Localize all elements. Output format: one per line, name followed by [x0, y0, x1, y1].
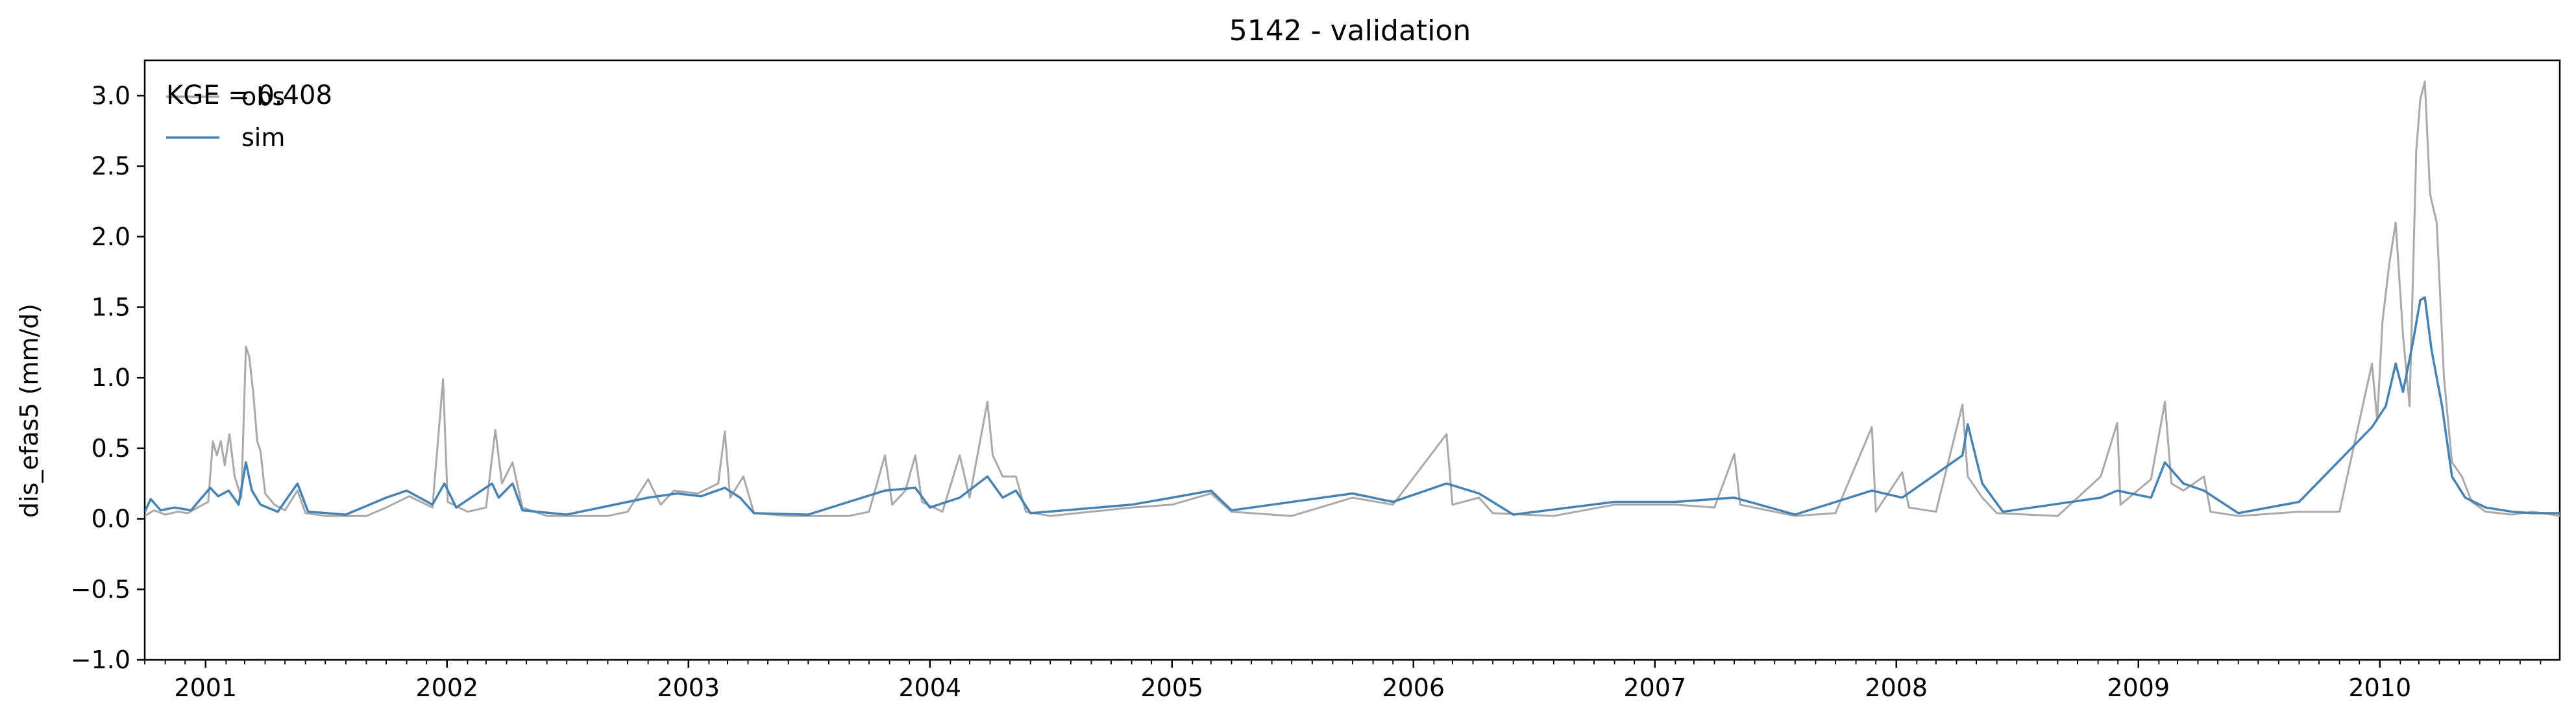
series-line-obs [145, 80, 2560, 517]
y-tick-label: −0.5 [71, 575, 130, 603]
y-tick-label: 2.0 [92, 223, 130, 251]
x-tick-label: 2010 [2348, 673, 2411, 702]
chart-title: 5142 - validation [1229, 14, 1471, 47]
x-tick-label: 2008 [1865, 673, 1928, 702]
plot-area: −1.0 −0.5 0.0 0.5 1.0 1.5 2.0 2.5 3.0 2001 2002 200… [71, 59, 2561, 702]
kge-annotation: KGE = 0.408 [166, 80, 332, 110]
x-tick-label: 2007 [1623, 673, 1686, 702]
series-line-sim [145, 296, 2560, 516]
y-tick-label: 1.5 [92, 293, 130, 321]
y-tick-label: 2.5 [92, 152, 130, 180]
legend-label-obs: obs [241, 82, 285, 111]
y-tick-label: 1.0 [92, 363, 130, 392]
y-tick-label: 3.0 [92, 81, 130, 110]
x-tick-label: 2009 [2107, 673, 2170, 702]
x-tick-label: 2004 [898, 673, 961, 702]
x-tick-label: 2005 [1140, 673, 1203, 702]
x-tick-label: 2003 [657, 673, 720, 702]
y-tick-label: −1.0 [71, 646, 130, 674]
y-tick-label: 0.0 [92, 505, 130, 533]
legend: obs sim [166, 82, 285, 152]
x-tick-label: 2002 [415, 673, 478, 702]
x-tick-label: 2001 [174, 673, 237, 702]
legend-label-sim: sim [241, 123, 285, 152]
y-axis-label: dis_efas5 (mm/d) [15, 304, 43, 518]
x-tick-label: 2006 [1382, 673, 1445, 702]
y-tick-label: 0.5 [92, 434, 130, 463]
